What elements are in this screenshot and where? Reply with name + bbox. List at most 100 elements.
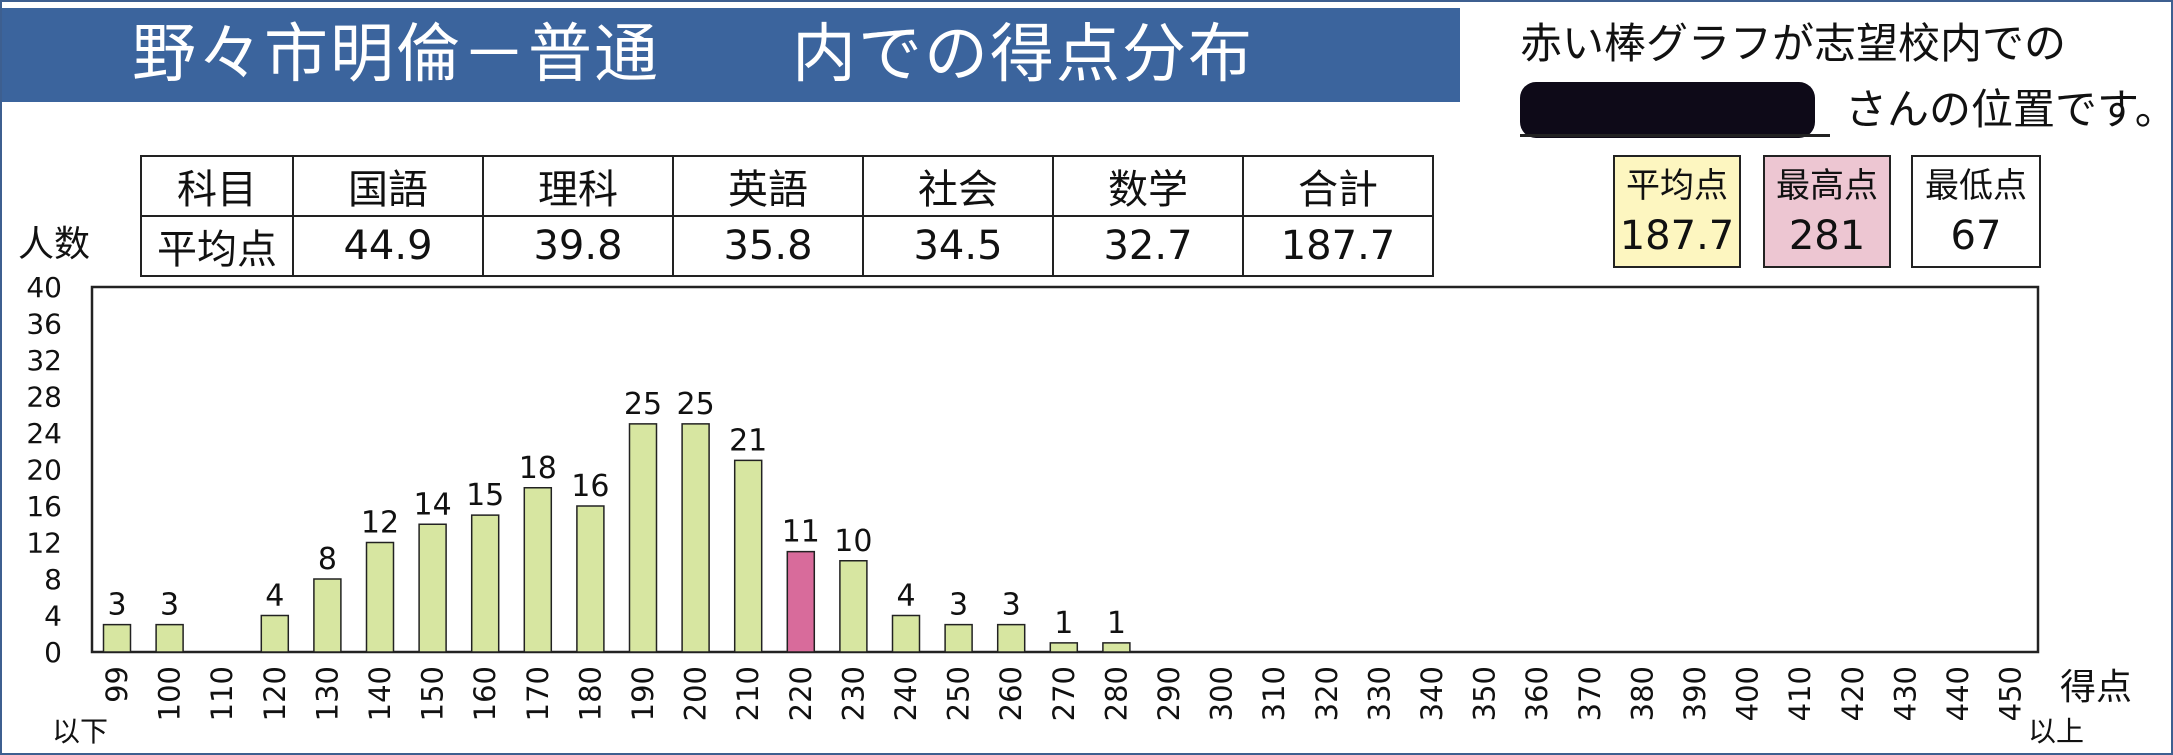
y-tick-label: 0 xyxy=(44,636,62,669)
y-tick-label: 28 xyxy=(26,381,62,414)
bar-value-label: 8 xyxy=(318,542,337,577)
x-tick-label: 260 xyxy=(994,666,1028,721)
bar-value-label: 16 xyxy=(571,469,609,504)
table-header-cell: 合計 xyxy=(1242,155,1434,217)
bar-value-label: 1 xyxy=(1054,606,1073,641)
redacted-name xyxy=(1520,82,1815,138)
x-tick-label: 110 xyxy=(205,666,239,721)
x-tick-label: 390 xyxy=(1678,666,1712,721)
table-header-cell: 国語 xyxy=(292,155,484,217)
table-cell: 35.8 xyxy=(672,215,864,277)
y-tick-label: 32 xyxy=(26,344,62,377)
bar-value-label: 1 xyxy=(1107,606,1126,641)
bar xyxy=(996,623,1026,653)
x-tick-label: 420 xyxy=(1836,666,1870,721)
x-tick-label: 340 xyxy=(1415,666,1449,721)
table-header-row: 科目 国語 理科 英語 社会 数学 合計 xyxy=(140,155,1434,217)
x-tick-label: 150 xyxy=(416,666,450,721)
bar xyxy=(313,578,342,653)
x-tick-label: 230 xyxy=(836,666,870,721)
note-line-2: さんの位置です。 xyxy=(1845,85,2173,134)
table-cell: 平均点 xyxy=(140,215,294,277)
highlight-bar xyxy=(786,550,816,653)
bar-value-label: 10 xyxy=(834,524,872,559)
x-tick-label: 250 xyxy=(942,666,976,721)
max-value: 281 xyxy=(1788,213,1866,259)
table-header-cell: 数学 xyxy=(1052,155,1244,217)
note-line-1: 赤い棒グラフが志望校内での xyxy=(1520,19,2067,68)
min-label: 最低点 xyxy=(1925,166,2027,206)
min-value: 67 xyxy=(1950,213,2002,259)
bar xyxy=(365,541,395,653)
bar-value-label: 4 xyxy=(265,579,284,614)
x-tick-label: 210 xyxy=(731,666,765,721)
bar xyxy=(418,523,447,653)
bar-value-label: 21 xyxy=(729,423,767,458)
x-tick-label: 320 xyxy=(1310,666,1344,721)
table-cell: 187.7 xyxy=(1242,215,1434,277)
bar-value-label: 25 xyxy=(624,387,662,422)
bar-value-label: 3 xyxy=(160,588,179,623)
average-stat-box: 平均点 187.7 xyxy=(1613,155,1741,268)
x-tick-label: 120 xyxy=(258,666,292,721)
x-tick-label: 280 xyxy=(1099,666,1133,721)
table-header-cell: 社会 xyxy=(862,155,1054,217)
bar xyxy=(260,614,290,653)
x-tick-label: 270 xyxy=(1047,666,1081,721)
bar xyxy=(839,560,868,653)
x-tick-label: 99 xyxy=(100,666,134,703)
redacted-underline xyxy=(1520,134,1830,137)
table-header-cell: 科目 xyxy=(140,155,294,217)
bar-value-label: 3 xyxy=(107,588,126,623)
chart-title: 野々市明倫－普通 内での得点分布 xyxy=(132,18,1254,92)
x-tick-label: 190 xyxy=(626,666,660,721)
table-cell: 34.5 xyxy=(862,215,1054,277)
bar-value-label: 4 xyxy=(896,579,915,614)
x-axis-label: 得点 xyxy=(2060,667,2133,708)
bar-value-label: 3 xyxy=(949,588,968,623)
table-cell: 39.8 xyxy=(482,215,674,277)
y-tick-label: 8 xyxy=(44,563,62,596)
table-cell: 32.7 xyxy=(1052,215,1244,277)
x-tick-label: 100 xyxy=(153,666,187,721)
bar-value-label: 15 xyxy=(466,478,504,513)
y-tick-label: 24 xyxy=(26,417,62,450)
x-high-note: 以上 xyxy=(2028,715,2085,748)
bar-value-label: 18 xyxy=(519,451,557,486)
y-tick-label: 40 xyxy=(26,271,62,304)
x-tick-label: 310 xyxy=(1257,666,1291,721)
bar xyxy=(681,423,710,653)
y-tick-label: 36 xyxy=(26,308,62,341)
bar xyxy=(155,623,184,653)
bar xyxy=(576,505,605,653)
y-tick-label: 16 xyxy=(26,490,62,523)
bar-value-label: 12 xyxy=(361,506,399,541)
bar xyxy=(470,514,500,653)
x-tick-label: 410 xyxy=(1783,666,1817,721)
title-bar: 野々市明倫－普通 内での得点分布 xyxy=(2,8,1460,102)
x-tick-label: 170 xyxy=(521,666,555,721)
table-cell: 44.9 xyxy=(292,215,484,277)
table-header-cell: 理科 xyxy=(482,155,674,217)
x-tick-label: 220 xyxy=(784,666,818,721)
x-tick-label: 380 xyxy=(1625,666,1659,721)
table-row: 平均点 44.9 39.8 35.8 34.5 32.7 187.7 xyxy=(140,215,1434,277)
x-tick-label: 350 xyxy=(1468,666,1502,721)
bar xyxy=(102,623,132,653)
bar xyxy=(891,614,921,653)
min-stat-box: 最低点 67 xyxy=(1911,155,2041,268)
bar xyxy=(523,487,553,653)
x-tick-label: 180 xyxy=(573,666,607,721)
bar xyxy=(944,623,973,653)
max-stat-box: 最高点 281 xyxy=(1763,155,1891,268)
y-tick-label: 12 xyxy=(26,527,62,560)
x-tick-label: 440 xyxy=(1941,666,1975,721)
table-header-cell: 英語 xyxy=(672,155,864,217)
max-label: 最高点 xyxy=(1776,166,1878,206)
average-score-table: 科目 国語 理科 英語 社会 数学 合計 平均点 44.9 39.8 35.8 … xyxy=(140,155,1434,277)
x-tick-label: 300 xyxy=(1205,666,1239,721)
x-tick-label: 200 xyxy=(679,666,713,721)
average-value: 187.7 xyxy=(1619,213,1735,259)
